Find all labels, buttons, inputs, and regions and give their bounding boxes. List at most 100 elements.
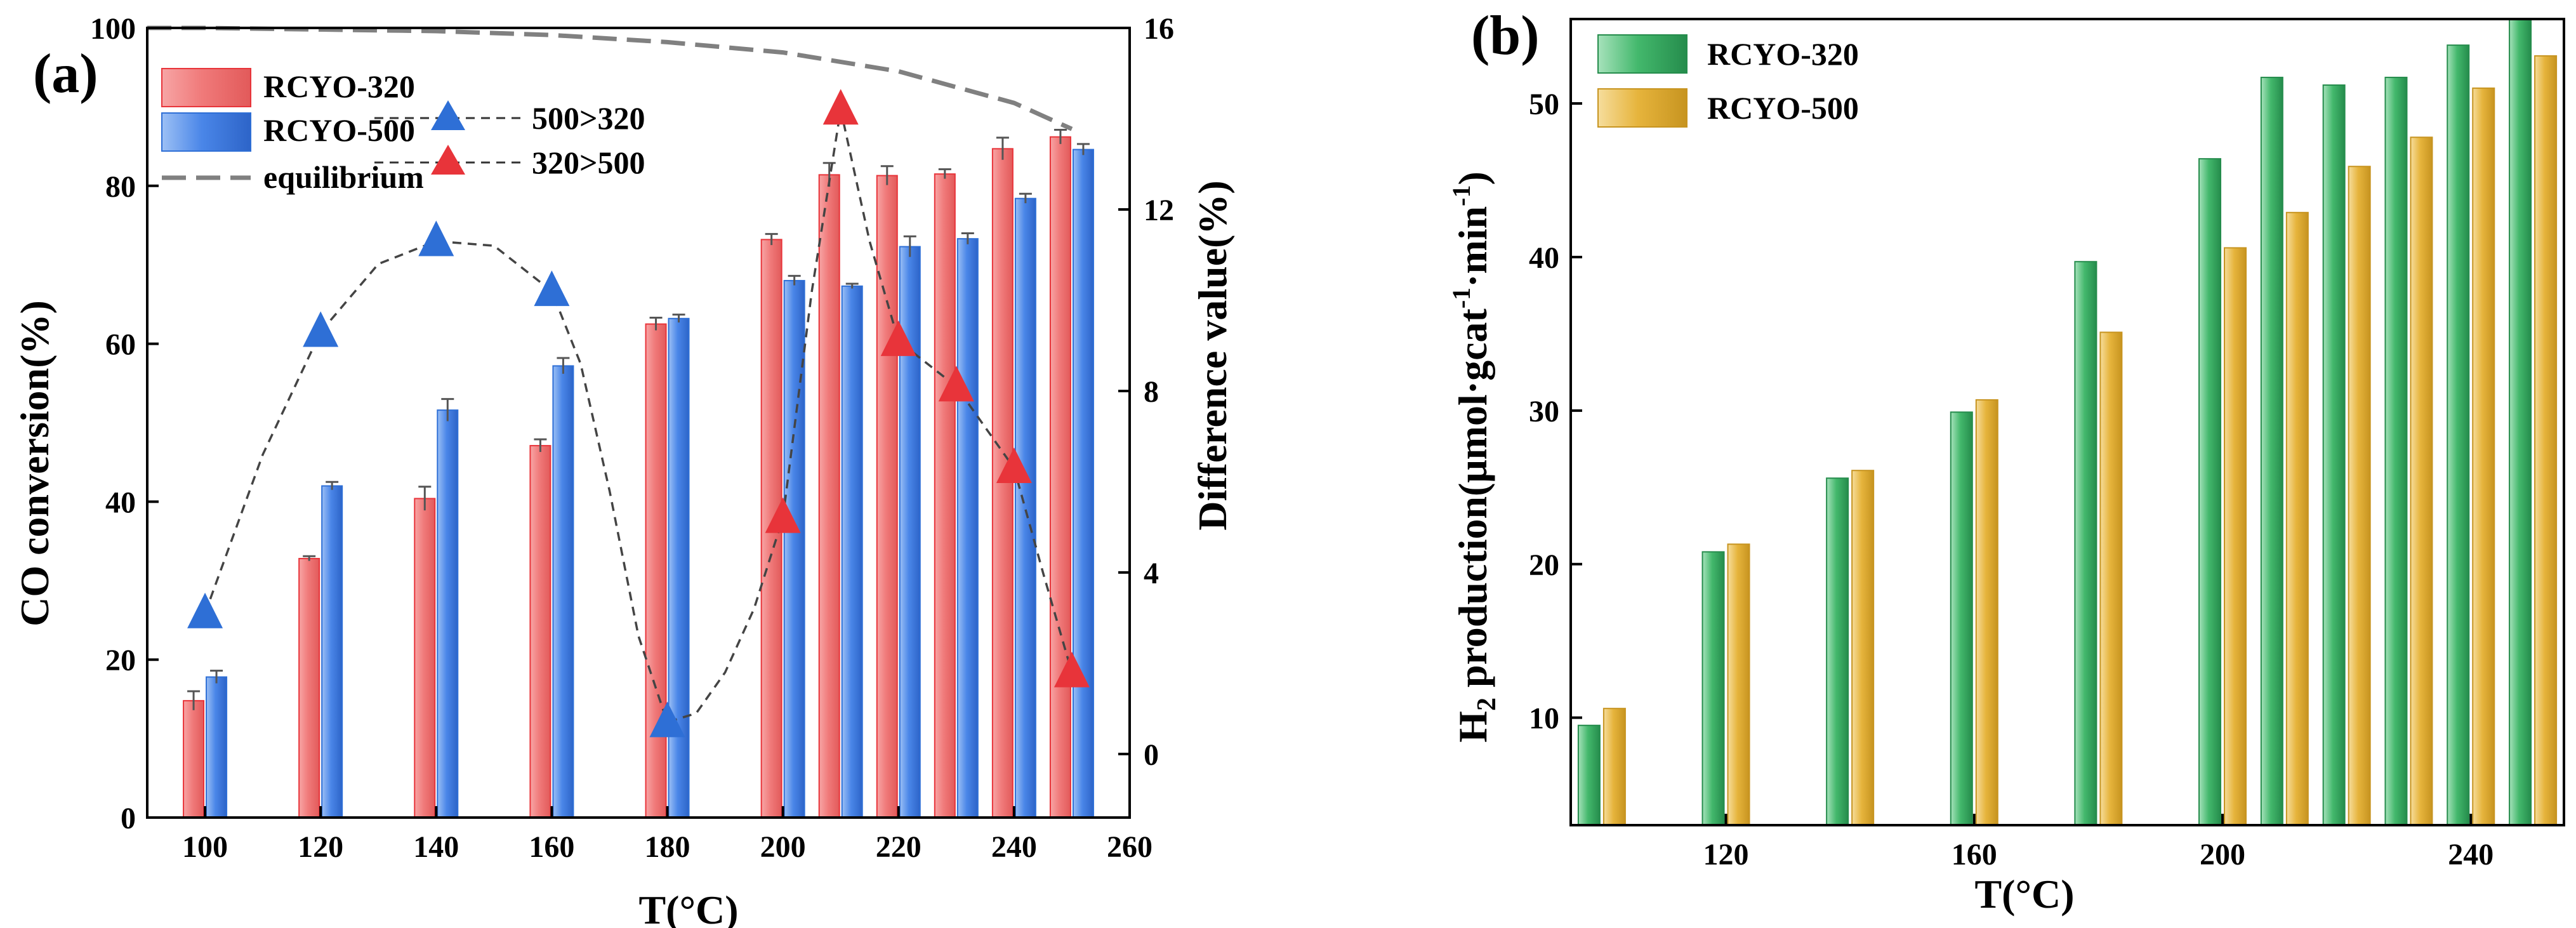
bar-rcyo-320 <box>818 174 840 819</box>
y-tick-label: 50 <box>1529 88 1559 121</box>
bar-rcyo-320 <box>183 699 205 818</box>
bar-rcyo-500 <box>956 238 979 818</box>
marker-320-gt-500 <box>880 320 916 356</box>
bar-b-rcyo-320 <box>1577 724 1601 826</box>
bar-b-rcyo-500 <box>2099 331 2123 826</box>
y2-tick-label: 16 <box>1144 12 1174 46</box>
bar-b-rcyo-500 <box>1727 543 1750 826</box>
marker-320-gt-500 <box>938 366 974 402</box>
y-tick-label: 0 <box>121 802 136 835</box>
panel-a-x-axis-title: T(°C) <box>638 887 738 928</box>
y-title-sup2: -1 <box>1447 185 1476 206</box>
bar-b-rcyo-320 <box>1950 411 1973 826</box>
bar-b-rcyo-320 <box>2384 76 2408 826</box>
x-tick-label: 120 <box>298 830 343 864</box>
y-title-end: ) <box>1450 171 1495 185</box>
y-title-rest: production(μmol·gcat <box>1450 308 1495 698</box>
bar-b-rcyo-320 <box>2074 261 2097 826</box>
panel-a-axes: 100 120 140 160 180 200 220 240 260 0 20 40 60 80 100 0… <box>90 12 1174 864</box>
y-tick-label: 60 <box>105 328 136 362</box>
bar-b-rcyo-320 <box>1701 551 1725 826</box>
panel-a-y2-axis-title: Difference value(%) <box>1190 180 1235 531</box>
legend-swatch-rcyo-500 <box>161 112 251 152</box>
bar-rcyo-320 <box>529 445 552 818</box>
y-tick-label: 80 <box>105 170 136 204</box>
bar-b-rcyo-500 <box>2224 247 2247 826</box>
bar-b-rcyo-500 <box>2285 211 2309 826</box>
legend-label-b-rcyo-500: RCYO-500 <box>1707 90 1859 126</box>
bar-rcyo-320 <box>876 175 898 818</box>
marker-320-gt-500 <box>822 89 859 125</box>
panel-b-legend: RCYO-320 RCYO-500 <box>1597 34 1859 128</box>
bar-b-rcyo-320 <box>2447 44 2470 826</box>
bar-rcyo-320 <box>414 498 436 818</box>
legend-label-320-gt-500: 320>500 <box>532 145 645 180</box>
bar-b-rcyo-500 <box>2472 87 2495 826</box>
bar-rcyo-500 <box>552 365 574 818</box>
bar-b-rcyo-500 <box>1851 470 1875 826</box>
panel-a-plot-frame <box>146 27 1131 819</box>
y2-tick-label: 12 <box>1144 194 1174 227</box>
y-tick-label: 20 <box>1529 548 1559 582</box>
bar-b-rcyo-500 <box>1602 708 1626 826</box>
marker-320-gt-500 <box>1054 651 1090 687</box>
bar-b-rcyo-500 <box>1975 399 1998 826</box>
x-tick-label: 100 <box>182 830 228 864</box>
x-tick-label: 200 <box>2200 838 2245 872</box>
marker-500-gt-320 <box>418 220 454 256</box>
x-tick-label: 120 <box>1703 838 1749 872</box>
y-tick-label: 100 <box>90 12 136 46</box>
panel-b-y-axis-title: H2 production(μmol·gcat-1·min-1) <box>1447 171 1502 743</box>
y2-tick-label: 4 <box>1144 557 1159 590</box>
difference-trend-line <box>204 109 1073 724</box>
panel-b-axes: 120 160 200 240 10 20 30 40 50 <box>1529 88 2493 872</box>
y-title-sub: 2 <box>1472 698 1502 711</box>
bar-b-rcyo-500 <box>2410 136 2433 826</box>
marker-320-gt-500 <box>765 497 801 533</box>
panel-b-label: (b) <box>1471 5 1540 67</box>
y-title-h: H <box>1450 711 1495 743</box>
x-tick-label: 160 <box>529 830 574 864</box>
marker-320-gt-500 <box>996 447 1032 484</box>
bar-rcyo-500 <box>321 485 343 818</box>
x-tick-label: 240 <box>991 830 1037 864</box>
marker-500-gt-320 <box>649 701 685 738</box>
y-tick-label: 40 <box>105 486 136 519</box>
y-tick-label: 20 <box>105 644 136 677</box>
y-tick-label: 40 <box>1529 241 1559 275</box>
y-tick-label: 30 <box>1529 395 1559 428</box>
bar-rcyo-500 <box>668 317 690 818</box>
legend-label-500-gt-320: 500>320 <box>532 100 645 136</box>
x-tick-label: 180 <box>645 830 690 864</box>
legend-swatch-b-rcyo-320 <box>1597 34 1688 74</box>
bar-rcyo-500 <box>1072 149 1094 818</box>
bar-rcyo-320 <box>298 557 320 819</box>
legend-label-b-rcyo-320: RCYO-320 <box>1707 36 1859 72</box>
conversion-bars-layer <box>183 128 1094 819</box>
panel-a-label: (a) <box>33 43 98 105</box>
bar-rcyo-320 <box>991 148 1014 818</box>
bar-rcyo-500 <box>783 280 805 818</box>
x-tick-label: 220 <box>876 830 921 864</box>
bar-b-rcyo-320 <box>2198 158 2222 826</box>
panel-a-y-axis-title: CO conversion(%) <box>12 300 57 626</box>
legend-marker-320-gt-500 <box>431 145 465 175</box>
bar-b-rcyo-320 <box>2509 18 2532 826</box>
bar-b-rcyo-500 <box>2348 166 2371 826</box>
legend-swatch-rcyo-320 <box>161 68 251 107</box>
panel-b-x-axis-title: T(°C) <box>1974 872 2074 917</box>
panel-a: 100 120 140 160 180 200 220 240 260 0 20 40 60 80 100 0… <box>12 12 1235 928</box>
legend-label-equilibrium: equilibrium <box>263 159 424 195</box>
y2-tick-label: 0 <box>1144 738 1159 772</box>
bar-b-rcyo-320 <box>1826 477 1849 826</box>
h2-production-bars-layer <box>1577 18 2558 826</box>
difference-layer <box>187 89 1090 738</box>
y-title-sup1: -1 <box>1447 288 1476 308</box>
x-tick-label: 140 <box>413 830 459 864</box>
bar-rcyo-500 <box>206 676 228 818</box>
bar-rcyo-320 <box>934 173 956 818</box>
legend-label-rcyo-320: RCYO-320 <box>263 69 415 104</box>
bar-b-rcyo-500 <box>2534 55 2558 826</box>
x-tick-label: 240 <box>2448 838 2493 872</box>
